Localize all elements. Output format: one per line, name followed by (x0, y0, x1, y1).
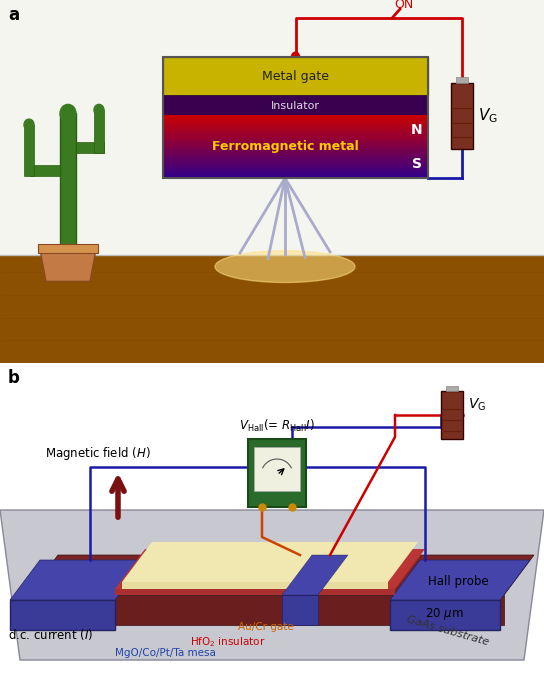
Bar (451, 83, 473, 149)
Bar (163, 125, 428, 128)
Circle shape (60, 104, 76, 123)
Text: Au/Cr gate: Au/Cr gate (238, 622, 294, 632)
Polygon shape (10, 600, 115, 630)
Bar (163, 161, 428, 164)
Bar (38, 244, 98, 253)
Bar (163, 159, 428, 162)
Text: S: S (412, 158, 422, 171)
Bar (163, 138, 428, 140)
Polygon shape (28, 595, 504, 625)
Bar (456, 77, 468, 83)
Bar (163, 57, 428, 97)
Bar (163, 169, 428, 172)
Bar (254, 447, 300, 491)
Bar (163, 115, 428, 118)
Polygon shape (282, 595, 318, 625)
Text: $V_\mathregular{Hall}$(= $R_\mathregular{Hall}I$): $V_\mathregular{Hall}$(= $R_\mathregular… (239, 418, 315, 434)
Bar (163, 117, 428, 120)
Text: d.c. current ($I$): d.c. current ($I$) (8, 627, 94, 642)
Bar (163, 140, 428, 142)
Bar (24, 125, 34, 176)
Polygon shape (122, 542, 418, 582)
Bar (163, 149, 428, 151)
Text: N: N (410, 123, 422, 136)
Bar (163, 175, 428, 178)
Polygon shape (390, 560, 530, 600)
Text: $V_\mathregular{G}$: $V_\mathregular{G}$ (478, 106, 498, 125)
Text: Magnetic field ($H$): Magnetic field ($H$) (45, 445, 151, 462)
Text: Hall probe: Hall probe (428, 575, 489, 588)
Polygon shape (40, 249, 96, 282)
Bar (163, 119, 428, 122)
Polygon shape (282, 555, 348, 595)
Bar (163, 165, 428, 168)
Text: b: b (8, 369, 20, 387)
Ellipse shape (215, 251, 355, 282)
Bar (163, 173, 428, 176)
Polygon shape (0, 510, 544, 660)
Bar (163, 136, 428, 138)
Polygon shape (122, 582, 388, 589)
Circle shape (94, 104, 104, 116)
Bar (446, 386, 458, 391)
Bar (441, 391, 463, 439)
Bar (60, 114, 76, 249)
Bar (163, 129, 428, 132)
Bar (30, 164, 60, 176)
Bar (163, 57, 428, 178)
Polygon shape (115, 549, 425, 589)
Polygon shape (390, 600, 500, 630)
Bar (163, 95, 428, 116)
Polygon shape (28, 555, 534, 595)
Bar (163, 127, 428, 130)
Bar (163, 121, 428, 124)
Bar (248, 439, 306, 507)
Text: Metal gate: Metal gate (262, 70, 329, 83)
Text: a: a (8, 5, 19, 24)
Polygon shape (10, 560, 145, 600)
Text: $V_\mathregular{G}$: $V_\mathregular{G}$ (468, 397, 486, 413)
Bar (163, 167, 428, 170)
Bar (163, 163, 428, 166)
Polygon shape (0, 256, 544, 363)
Bar (163, 142, 428, 145)
Bar (76, 142, 104, 153)
Text: Ferromagnetic metal: Ferromagnetic metal (212, 140, 359, 153)
Bar (163, 145, 428, 147)
Text: HfO$_2$ insulator: HfO$_2$ insulator (190, 635, 265, 649)
Bar (163, 147, 428, 149)
Bar (94, 110, 104, 153)
Bar (163, 151, 428, 153)
Bar (163, 153, 428, 155)
Bar (163, 155, 428, 158)
Bar (163, 134, 428, 136)
Text: MgO/Co/Pt/Ta mesa: MgO/Co/Pt/Ta mesa (115, 648, 216, 658)
Polygon shape (115, 589, 395, 595)
Bar (163, 171, 428, 174)
Bar (0, 0, 544, 256)
Bar (163, 132, 428, 134)
Bar (163, 123, 428, 126)
Text: Insulator: Insulator (271, 101, 320, 110)
Bar (163, 157, 428, 160)
Text: 20 $\mu$m: 20 $\mu$m (425, 606, 463, 622)
Circle shape (24, 119, 34, 130)
Text: ON: ON (394, 0, 413, 12)
Text: GaAs substrate: GaAs substrate (405, 614, 490, 647)
Circle shape (292, 52, 300, 61)
